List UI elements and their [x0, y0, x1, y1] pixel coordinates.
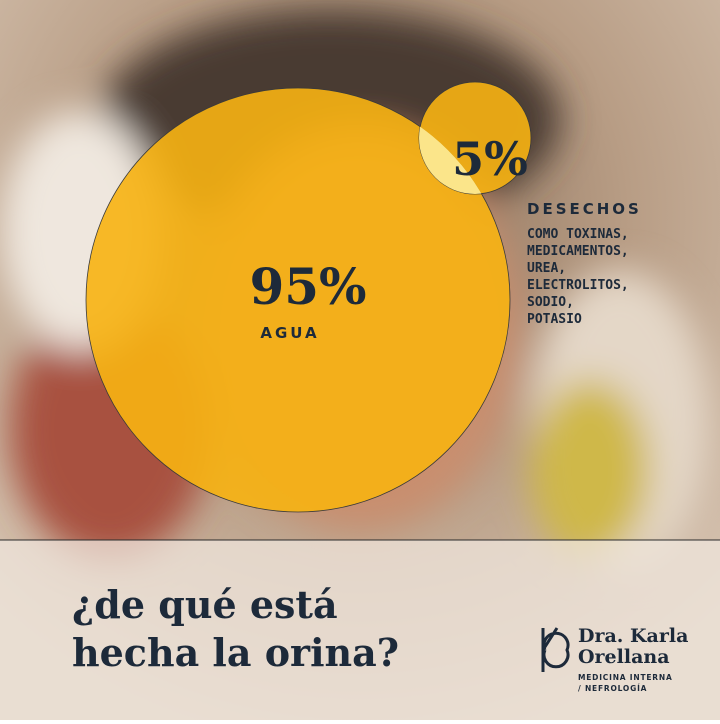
title-line: ¿de qué está: [72, 582, 338, 627]
brand-subtitle: MEDICINA INTERNA: [578, 673, 673, 682]
title-line: hecha la orina?: [72, 630, 399, 675]
brand-name: Dra. Karla: [578, 625, 688, 647]
small-percent: 5%: [452, 132, 528, 186]
big-percent: 95%: [249, 257, 366, 316]
details-list: COMO TOXINAS, MEDICAMENTOS, UREA, ELECTROLI…: [527, 227, 629, 327]
detail-line: ELECTROLITOS,: [527, 278, 629, 293]
footer-panel: [0, 540, 720, 720]
brand-subtitle: / NEFROLOGÍA: [578, 684, 647, 693]
logo: [541, 627, 570, 672]
logo-icon: [541, 627, 570, 672]
detail-line: POTASIO: [527, 312, 582, 327]
small-label: DESECHOS: [527, 200, 642, 218]
big-circle: [85, 87, 511, 513]
detail-line: COMO TOXINAS,: [527, 227, 629, 242]
detail-line: SODIO,: [527, 295, 574, 310]
detail-line: MEDICAMENTOS,: [527, 244, 629, 259]
brand-name: Orellana: [578, 646, 670, 668]
detail-line: UREA,: [527, 261, 566, 276]
big-label: AGUA: [260, 324, 319, 342]
